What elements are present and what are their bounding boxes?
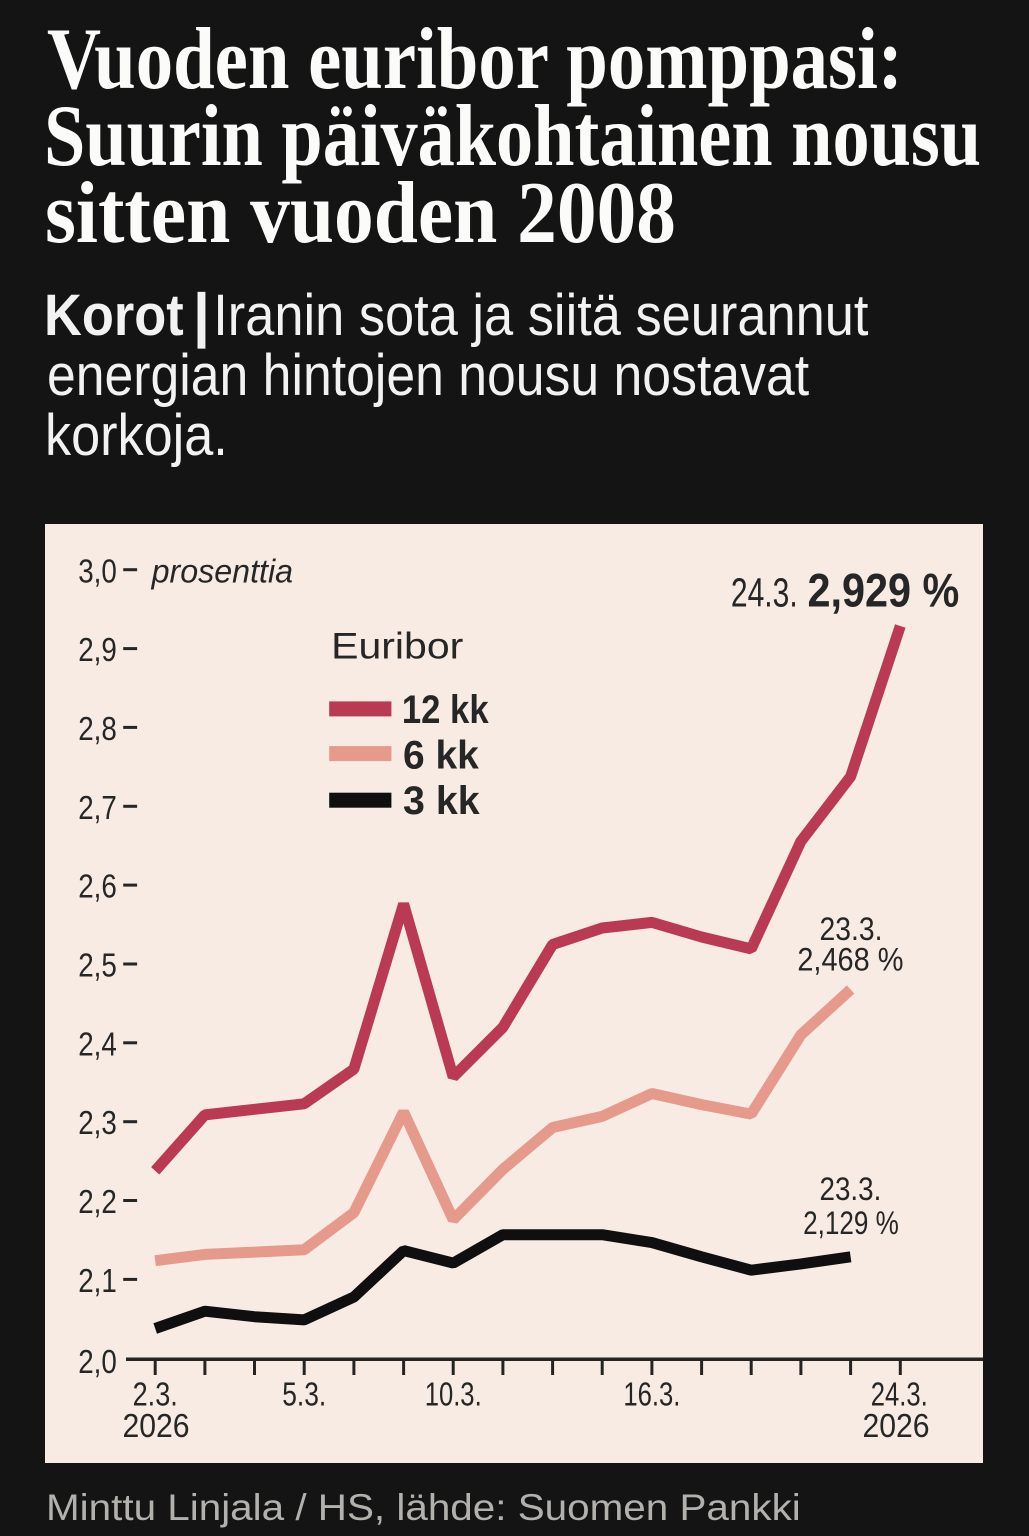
svg-text:2.3.: 2.3. [133, 1376, 178, 1413]
svg-text:2,4: 2,4 [78, 1025, 117, 1062]
svg-text:10.3.: 10.3. [425, 1376, 482, 1413]
svg-text:24.3.: 24.3. [731, 569, 798, 615]
svg-text:6 kk: 6 kk [403, 733, 480, 777]
svg-text:23.3.: 23.3. [820, 1171, 882, 1207]
svg-text:2,2: 2,2 [78, 1183, 117, 1220]
svg-text:2,1: 2,1 [78, 1262, 117, 1299]
svg-text:2,129 %: 2,129 % [803, 1205, 899, 1241]
svg-text:23.3.: 23.3. [820, 911, 883, 947]
svg-text:2,7: 2,7 [78, 789, 117, 826]
svg-text:2,3: 2,3 [78, 1104, 117, 1141]
svg-text:2,9: 2,9 [78, 631, 117, 668]
svg-text:16.3.: 16.3. [623, 1376, 680, 1413]
svg-text:Euribor: Euribor [331, 626, 463, 667]
svg-text:3,0: 3,0 [78, 552, 117, 589]
svg-text:prosenttia: prosenttia [151, 552, 293, 589]
svg-text:3 kk: 3 kk [403, 779, 480, 823]
svg-text:2,5: 2,5 [78, 947, 117, 984]
svg-text:2,468 %: 2,468 % [797, 942, 903, 978]
svg-text:2,0: 2,0 [78, 1343, 117, 1380]
svg-text:12 kk: 12 kk [402, 688, 489, 732]
svg-text:5.3.: 5.3. [282, 1376, 326, 1413]
svg-text:24.3.: 24.3. [871, 1376, 928, 1413]
svg-text:2026: 2026 [862, 1407, 929, 1444]
svg-text:2,8: 2,8 [78, 710, 117, 747]
svg-text:2,6: 2,6 [78, 868, 117, 905]
svg-text:2,929 %: 2,929 % [808, 563, 960, 616]
svg-text:2026: 2026 [122, 1407, 189, 1444]
